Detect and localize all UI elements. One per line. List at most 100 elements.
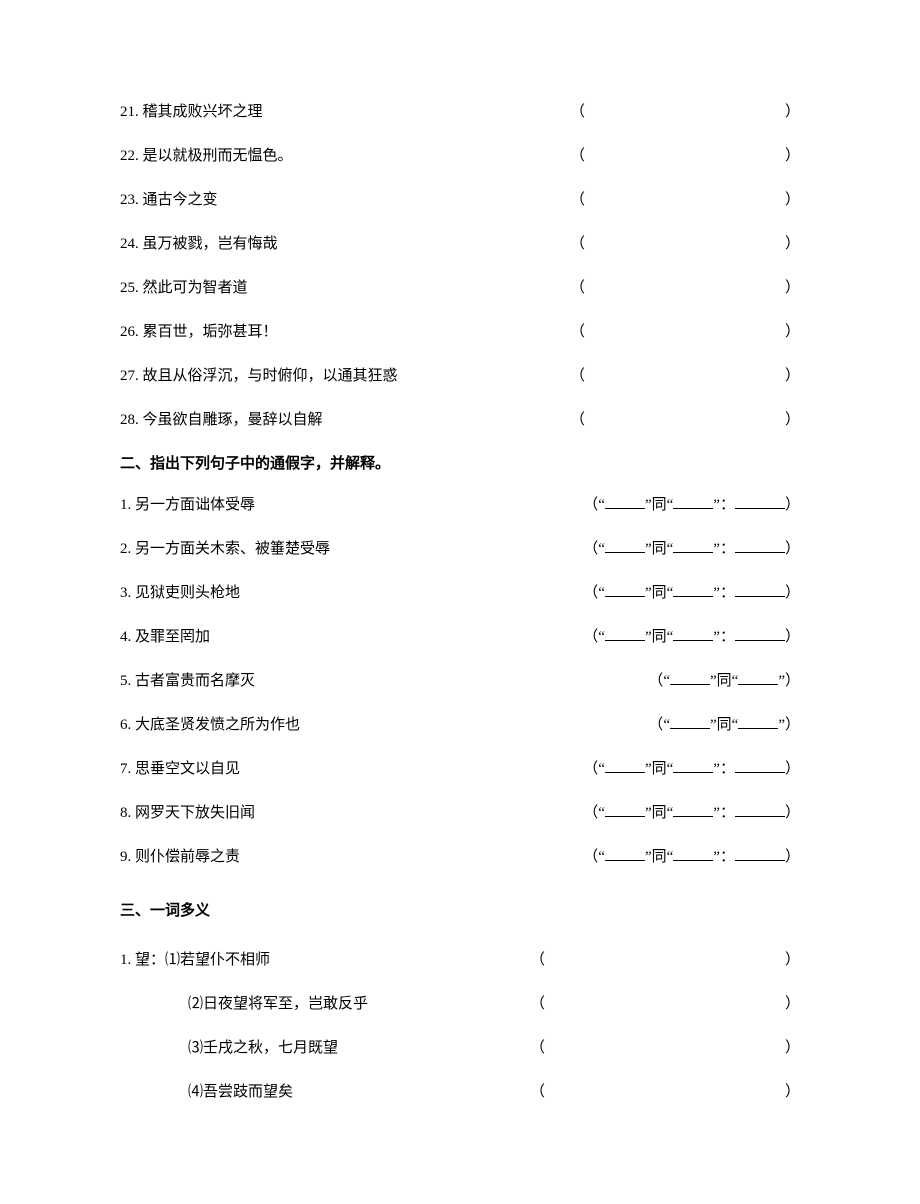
blank-underline — [605, 538, 645, 553]
section3-item: ⑵日夜望将军至，岂敢反乎 （ ） — [120, 992, 800, 1016]
spacer — [270, 948, 530, 972]
item-label: 24. 虽万被戮，岂有悔哉 — [120, 232, 278, 256]
item-label: 2. 另一方面关木索、被箠楚受辱 — [120, 537, 330, 561]
paren-close: ） — [785, 948, 800, 972]
section1-item: 26. 累百世，垢弥甚耳！（） — [120, 320, 800, 344]
section2-title: 二、指出下列句子中的通假字，并解释。 — [120, 452, 800, 473]
blank-underline — [605, 802, 645, 817]
paren-open: （ — [570, 100, 585, 124]
paren-open: （ — [530, 1080, 545, 1104]
answer-blank — [545, 1036, 785, 1060]
section2-item: 4. 及罪至罔加 （“”同“”：） — [120, 625, 800, 649]
blank-underline — [605, 846, 645, 861]
spacer — [293, 144, 570, 168]
blank-underline — [673, 626, 713, 641]
paren-open: （ — [570, 188, 585, 212]
answer-blank — [585, 232, 785, 256]
blank-underline — [673, 802, 713, 817]
section1-item: 28. 今虽欲自雕琢，曼辞以自解（） — [120, 408, 800, 432]
spacer — [398, 364, 570, 388]
tongjia-blank: （“”同“”：） — [583, 845, 800, 869]
blank-underline — [605, 626, 645, 641]
blank-underline — [735, 582, 785, 597]
item-label: 5. 古者富贵而名摩灭 — [120, 669, 255, 693]
item-label: 23. 通古今之变 — [120, 188, 218, 212]
blank-underline — [605, 582, 645, 597]
item-label: 4. 及罪至罔加 — [120, 625, 210, 649]
paren-close: ） — [785, 188, 800, 212]
blank-underline — [735, 494, 785, 509]
paren-close: ） — [785, 232, 800, 256]
blank-underline — [673, 538, 713, 553]
paren-open: （ — [530, 1036, 545, 1060]
blank-underline — [738, 714, 778, 729]
item-label: 1. 另一方面诎体受辱 — [120, 493, 255, 517]
paren-close: ） — [785, 992, 800, 1016]
section3-head-row: 1. 望：⑴若望仆不相师 （ ） — [120, 948, 800, 972]
paren-close: ） — [785, 408, 800, 432]
spacer — [263, 100, 570, 124]
tongjia-blank: （“”同“”：） — [583, 757, 800, 781]
blank-underline — [735, 802, 785, 817]
section3-item: ⑶壬戌之秋，七月既望（） — [120, 1036, 800, 1060]
spacer — [323, 408, 570, 432]
paren-open: （ — [570, 144, 585, 168]
blank-underline — [605, 758, 645, 773]
tongjia-blank: （“”同“”：） — [553, 537, 800, 561]
paren-close: ） — [785, 144, 800, 168]
paren-close: ） — [785, 1080, 800, 1104]
paren-close: ） — [785, 364, 800, 388]
item-label: 22. 是以就极刑而无愠色。 — [120, 144, 293, 168]
spacer — [278, 232, 570, 256]
section2-item: 9. 则仆偿前辱之责 （“”同“”：） — [120, 845, 800, 869]
blank-underline — [605, 494, 645, 509]
blank-underline — [673, 758, 713, 773]
blank-underline — [735, 758, 785, 773]
spacer — [293, 1080, 530, 1104]
section2-item: 5. 古者富贵而名摩灭 （“”同“”） — [120, 669, 800, 693]
section2-item: 6. 大底圣贤发愤之所为作也 （“”同“”） — [120, 713, 800, 737]
blank-underline — [738, 670, 778, 685]
item-label: 6. 大底圣贤发愤之所为作也 — [120, 713, 300, 737]
section2-item: 1. 另一方面诎体受辱 （“”同“”：） — [120, 493, 800, 517]
paren-open: （ — [570, 320, 585, 344]
paren-close: ） — [785, 276, 800, 300]
answer-blank — [545, 1080, 785, 1104]
section2-item: 2. 另一方面关木索、被箠楚受辱 （“”同“”：） — [120, 537, 800, 561]
paren-open: （ — [530, 948, 545, 972]
blank-underline — [735, 538, 785, 553]
blank-underline — [673, 494, 713, 509]
paren-open: （ — [570, 276, 585, 300]
paren-open: （ — [570, 408, 585, 432]
section3-item: ⑷吾尝跂而望矣 （ ） — [120, 1080, 800, 1104]
spacer — [368, 992, 530, 1016]
section1-item: 24. 虽万被戮，岂有悔哉（） — [120, 232, 800, 256]
answer-blank — [545, 948, 785, 972]
polysemy-head: 1. 望：⑴若望仆不相师 — [120, 948, 270, 972]
section1-item: 21. 稽其成败兴坏之理 （ ） — [120, 100, 800, 124]
paren-open: （ — [570, 364, 585, 388]
paren-close: ） — [785, 100, 800, 124]
item-label: 9. 则仆偿前辱之责 — [120, 845, 240, 869]
tongjia-blank: （“”同“”） — [648, 669, 800, 693]
paren-open: （ — [530, 992, 545, 1016]
tongjia-blank: （“”同“”：） — [553, 493, 800, 517]
section1-item: 25. 然此可为智者道 （ ） — [120, 276, 800, 300]
blank-underline — [735, 626, 785, 641]
answer-blank — [545, 992, 785, 1016]
item-label: 21. 稽其成败兴坏之理 — [120, 100, 263, 124]
item-label: ⑷吾尝跂而望矣 — [188, 1080, 293, 1104]
answer-blank — [585, 144, 785, 168]
blank-underline — [735, 846, 785, 861]
tongjia-blank: （“”同“”：） — [583, 801, 800, 825]
item-label: ⑵日夜望将军至，岂敢反乎 — [188, 992, 368, 1016]
tongjia-blank: （“”同“”：） — [583, 625, 800, 649]
item-label: 25. 然此可为智者道 — [120, 276, 248, 300]
answer-blank — [585, 276, 785, 300]
answer-blank — [585, 100, 785, 124]
section3-title: 三、一词多义 — [120, 899, 800, 920]
spacer — [278, 320, 570, 344]
tongjia-blank: （“”同“”） — [648, 713, 800, 737]
answer-blank — [585, 364, 785, 388]
tongjia-blank: （“”同“”：） — [583, 581, 800, 605]
